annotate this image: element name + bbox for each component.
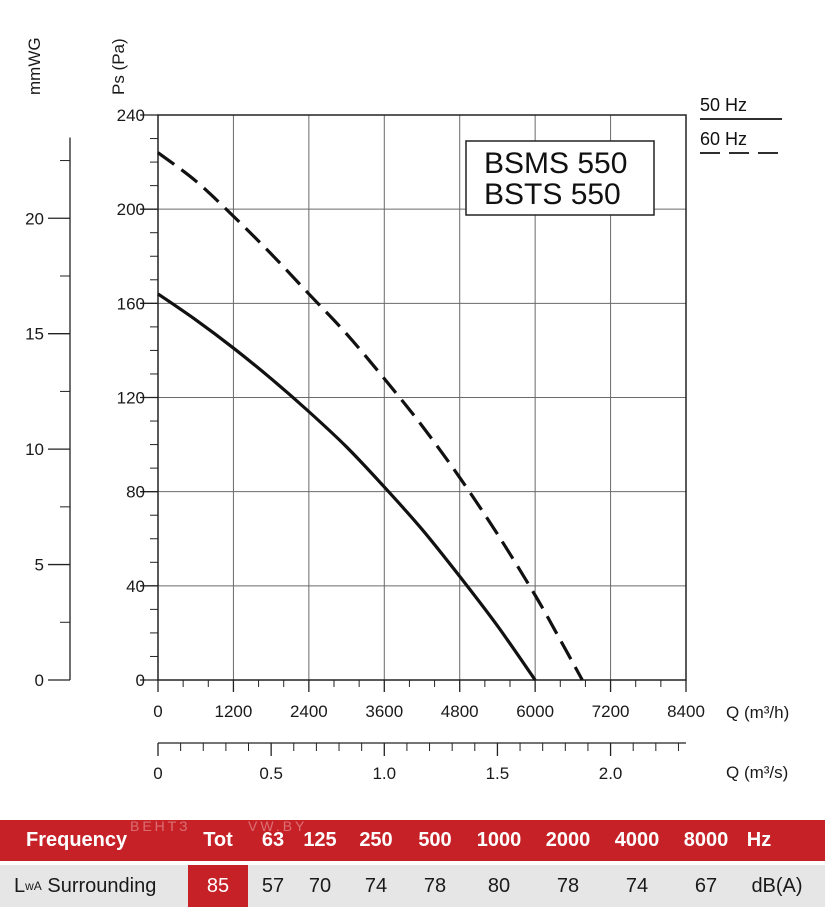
y-tick-label: 200: [117, 200, 145, 219]
sound-power-table: ВЕНТЗАПАД VW.BY Frequency Tot 63 125 250…: [0, 818, 825, 907]
performance-curves: [157, 151, 584, 681]
x-tick-label: 3600: [365, 702, 403, 721]
lwa-label-sub: wA: [25, 879, 42, 893]
secondary-x-axis-title: Q (m³/s): [726, 763, 788, 782]
frequency-row: ВЕНТЗАПАД VW.BY Frequency Tot 63 125 250…: [0, 818, 825, 861]
x-tick-label: 1200: [215, 702, 253, 721]
secondary-y-tick-label: 15: [25, 325, 44, 344]
total-header: Tot: [188, 820, 248, 861]
y-tick-label: 80: [126, 483, 145, 502]
lwa-2000: 78: [556, 874, 580, 897]
y-tick-label: 120: [117, 389, 145, 408]
model-label-bsms: BSMS 550: [484, 147, 627, 180]
x-tick-label: 4800: [441, 702, 479, 721]
secondary-y-tick-label: 0: [35, 671, 44, 690]
freq-unit: Hz: [746, 829, 772, 851]
x-tick-label: 8400: [667, 702, 705, 721]
secondary-x-tick-label: 2.0: [599, 764, 623, 783]
secondary-y-axis: 0 5 10 15 20: [25, 137, 71, 690]
secondary-x-tick-label: 0.5: [259, 764, 283, 783]
lwa-label-rest: Surrounding: [47, 874, 157, 897]
freq-125: 125: [303, 829, 337, 851]
lwa-unit: dB(A): [751, 874, 803, 897]
lwa-63: 57: [261, 874, 285, 897]
freq-500: 500: [418, 829, 452, 851]
x-axis-title: Q (m³/h): [726, 703, 789, 722]
total-value: 85: [188, 865, 248, 907]
legend-label-50hz: 50 Hz: [700, 95, 747, 115]
freq-1000: 1000: [476, 829, 522, 851]
fan-performance-chart: 0 1200 2400 3600 4800 6000 7200 8400 0408012016…: [25, 37, 789, 783]
model-label-bsts: BSTS 550: [484, 178, 621, 211]
lwa-4000: 74: [625, 874, 649, 897]
legend: 50 Hz 60 Hz: [700, 95, 782, 154]
freq-250: 250: [359, 829, 393, 851]
secondary-y-tick-label: 10: [25, 440, 44, 459]
x-tick-label: 7200: [592, 702, 630, 721]
lwa-8000: 67: [694, 874, 718, 897]
secondary-y-axis-title: mmWG: [25, 37, 44, 95]
secondary-x-axis: 0 0.5 1.0 1.5 2.0: [153, 742, 686, 783]
curve-60hz: [157, 151, 584, 681]
y-tick-label: 0: [136, 671, 145, 690]
secondary-y-tick-label: 5: [35, 556, 44, 575]
secondary-x-tick-label: 1.5: [486, 764, 510, 783]
freq-4000: 4000: [614, 829, 660, 851]
lwa-500: 78: [423, 874, 447, 897]
lwa-250: 74: [364, 874, 388, 897]
x-axis-ticks: [157, 680, 687, 692]
y-axis-ticks: [140, 114, 158, 681]
frequency-label: Frequency: [26, 829, 128, 851]
y-tick-label: 40: [126, 577, 145, 596]
y-axis-tick-labels: 0 40 80 120 160 200 240: [117, 106, 145, 690]
y-axis-title: Ps (Pa): [109, 38, 128, 95]
curve-50hz: [157, 292, 537, 681]
legend-label-60hz: 60 Hz: [700, 129, 747, 149]
model-box: [465, 140, 655, 216]
x-axis-tick-labels: 0 1200 2400 3600 4800 6000 7200 8400: [153, 702, 705, 721]
secondary-x-tick-label: 1.0: [372, 764, 396, 783]
freq-63: 63: [261, 829, 285, 851]
x-tick-label: 6000: [516, 702, 554, 721]
y-tick-label: 160: [117, 294, 145, 313]
x-tick-label: 0: [153, 702, 162, 721]
y-tick-label: 240: [117, 106, 145, 125]
secondary-y-tick-label: 20: [25, 209, 44, 228]
freq-2000: 2000: [545, 829, 591, 851]
lwa-1000: 80: [487, 874, 511, 897]
secondary-x-tick-label: 0: [153, 764, 162, 783]
lwa-125: 70: [308, 874, 332, 897]
lwa-label-main: L: [14, 874, 26, 897]
freq-8000: 8000: [683, 829, 729, 851]
x-tick-label: 2400: [290, 702, 328, 721]
